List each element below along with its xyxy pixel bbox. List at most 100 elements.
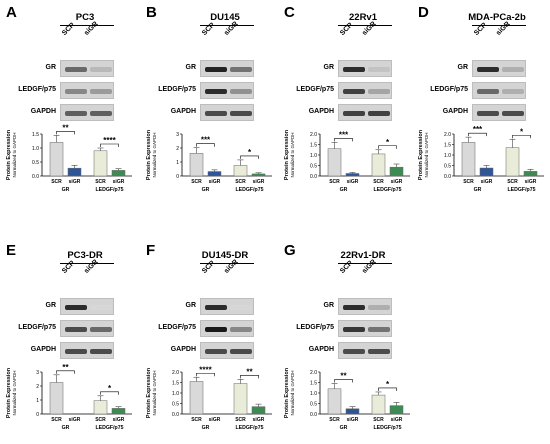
panel-letter: E	[6, 242, 17, 259]
significance-bracket	[378, 387, 397, 391]
bar	[251, 173, 266, 177]
protein-band	[65, 89, 87, 94]
title-underline	[200, 263, 254, 264]
protein-band	[368, 349, 390, 354]
protein-band	[368, 327, 390, 332]
y-axis-sublabel: Normalized to GAPDH	[12, 132, 17, 177]
protein-band	[65, 305, 87, 310]
x-tick-label: SCR	[329, 179, 340, 185]
y-tick-label: 2.0	[172, 370, 179, 376]
protein-band	[368, 67, 390, 72]
x-tick-label: siGR	[253, 417, 265, 423]
western-blot-strip	[200, 320, 254, 337]
blot-row-label: LEDGF/p75	[430, 86, 468, 93]
cell-line-title: 22Rv1-DR	[340, 250, 386, 261]
blot-row-label: LEDGF/p75	[158, 324, 196, 331]
lane-label-scr: SCR	[201, 21, 217, 37]
group-label: LEDGF/p75	[96, 187, 124, 193]
blot-row-label: GR	[323, 64, 335, 71]
protein-band	[90, 89, 112, 94]
title-underline	[472, 25, 526, 26]
significance-bracket	[334, 379, 353, 383]
bar	[93, 150, 108, 177]
western-blot-strip	[60, 342, 114, 359]
blot-row-label: LEDGF/p75	[18, 324, 56, 331]
significance-bracket	[240, 375, 259, 379]
protein-band	[502, 111, 524, 116]
significance-bracket	[378, 145, 397, 149]
significance-bracket	[334, 138, 353, 142]
significance-stars: **	[246, 367, 253, 376]
cell-line-title: MDA-PCa-2b	[468, 12, 526, 23]
x-tick-label: SCR	[507, 179, 518, 185]
significance-stars: **	[62, 124, 69, 132]
protein-band	[90, 327, 112, 332]
x-tick-label: siGR	[69, 417, 81, 423]
y-tick-label: 1	[176, 160, 179, 166]
x-tick-label: SCR	[51, 417, 62, 423]
bar	[327, 388, 342, 415]
x-tick-label: siGR	[347, 179, 359, 185]
blot-row-label: LEDGF/p75	[296, 86, 334, 93]
bar	[371, 394, 386, 415]
significance-stars: ***	[473, 125, 483, 134]
protein-band	[230, 89, 252, 94]
bar-chart: Protein Expression Normalized to GAPDH 0.0…	[146, 365, 272, 431]
significance-stars: ***	[339, 130, 349, 139]
protein-band	[368, 89, 390, 94]
protein-band	[230, 67, 252, 72]
x-tick-label: siGR	[481, 179, 493, 185]
x-tick-label: siGR	[253, 179, 265, 185]
y-tick-label: 1.5	[172, 380, 179, 386]
y-axis-label: Protein Expression	[6, 129, 12, 180]
blot-row-label: LEDGF/p75	[18, 86, 56, 93]
blot-row-label: GAPDH	[170, 108, 196, 115]
protein-band	[205, 305, 227, 310]
blot-row-label: LEDGF/p75	[296, 324, 334, 331]
significance-stars: **	[340, 372, 347, 381]
blot-row-label: GR	[185, 64, 197, 71]
title-underline	[60, 25, 114, 26]
panel-e: E PC3-DR SCR siGR GR LEDGF/p75 GAPDH Protein Ex…	[0, 238, 138, 437]
blot-row-label: LEDGF/p75	[158, 86, 196, 93]
bar-chart: Protein Expression Normalized to GAPDH 0 1 2…	[146, 129, 272, 193]
panel-letter: B	[146, 4, 157, 21]
western-blot-strip	[338, 104, 392, 121]
y-tick-label: 2	[176, 146, 179, 152]
y-axis-sublabel: Normalized to GAPDH	[12, 370, 17, 415]
y-tick-label: 1.0	[32, 146, 39, 152]
blot-row-label: GR	[185, 302, 197, 309]
western-blot-strip	[338, 320, 392, 337]
western-blot-strip	[200, 104, 254, 121]
y-axis-label: Protein Expression	[284, 367, 290, 418]
protein-band	[477, 111, 499, 116]
significance-stars: ***	[201, 136, 211, 145]
bar	[523, 171, 538, 177]
y-tick-label: 2.0	[310, 370, 317, 376]
bar	[111, 170, 126, 177]
protein-band	[343, 305, 365, 310]
blot-row-label: GAPDH	[308, 346, 334, 353]
protein-band	[343, 111, 365, 116]
group-label: LEDGF/p75	[236, 187, 264, 193]
significance-bracket	[468, 132, 487, 137]
y-axis-label: Protein Expression	[418, 129, 424, 180]
y-axis-sublabel: Normalized to GAPDH	[424, 132, 429, 177]
y-axis-sublabel: Normalized to GAPDH	[152, 132, 157, 177]
significance-bracket	[196, 372, 215, 377]
bar	[49, 382, 64, 415]
bar	[479, 167, 494, 177]
protein-band	[368, 111, 390, 116]
significance-stars: ****	[199, 365, 212, 374]
x-tick-label: siGR	[347, 417, 359, 423]
y-axis-label: Protein Expression	[284, 129, 290, 180]
significance-bracket	[240, 155, 259, 159]
protein-band	[477, 89, 499, 94]
protein-band	[90, 67, 112, 72]
lane-label-scr: SCR	[473, 21, 489, 37]
western-blot-strip	[60, 60, 114, 77]
group-label: LEDGF/p75	[96, 425, 124, 431]
x-tick-label: SCR	[463, 179, 474, 185]
protein-band	[502, 67, 524, 72]
x-tick-label: SCR	[373, 179, 384, 185]
